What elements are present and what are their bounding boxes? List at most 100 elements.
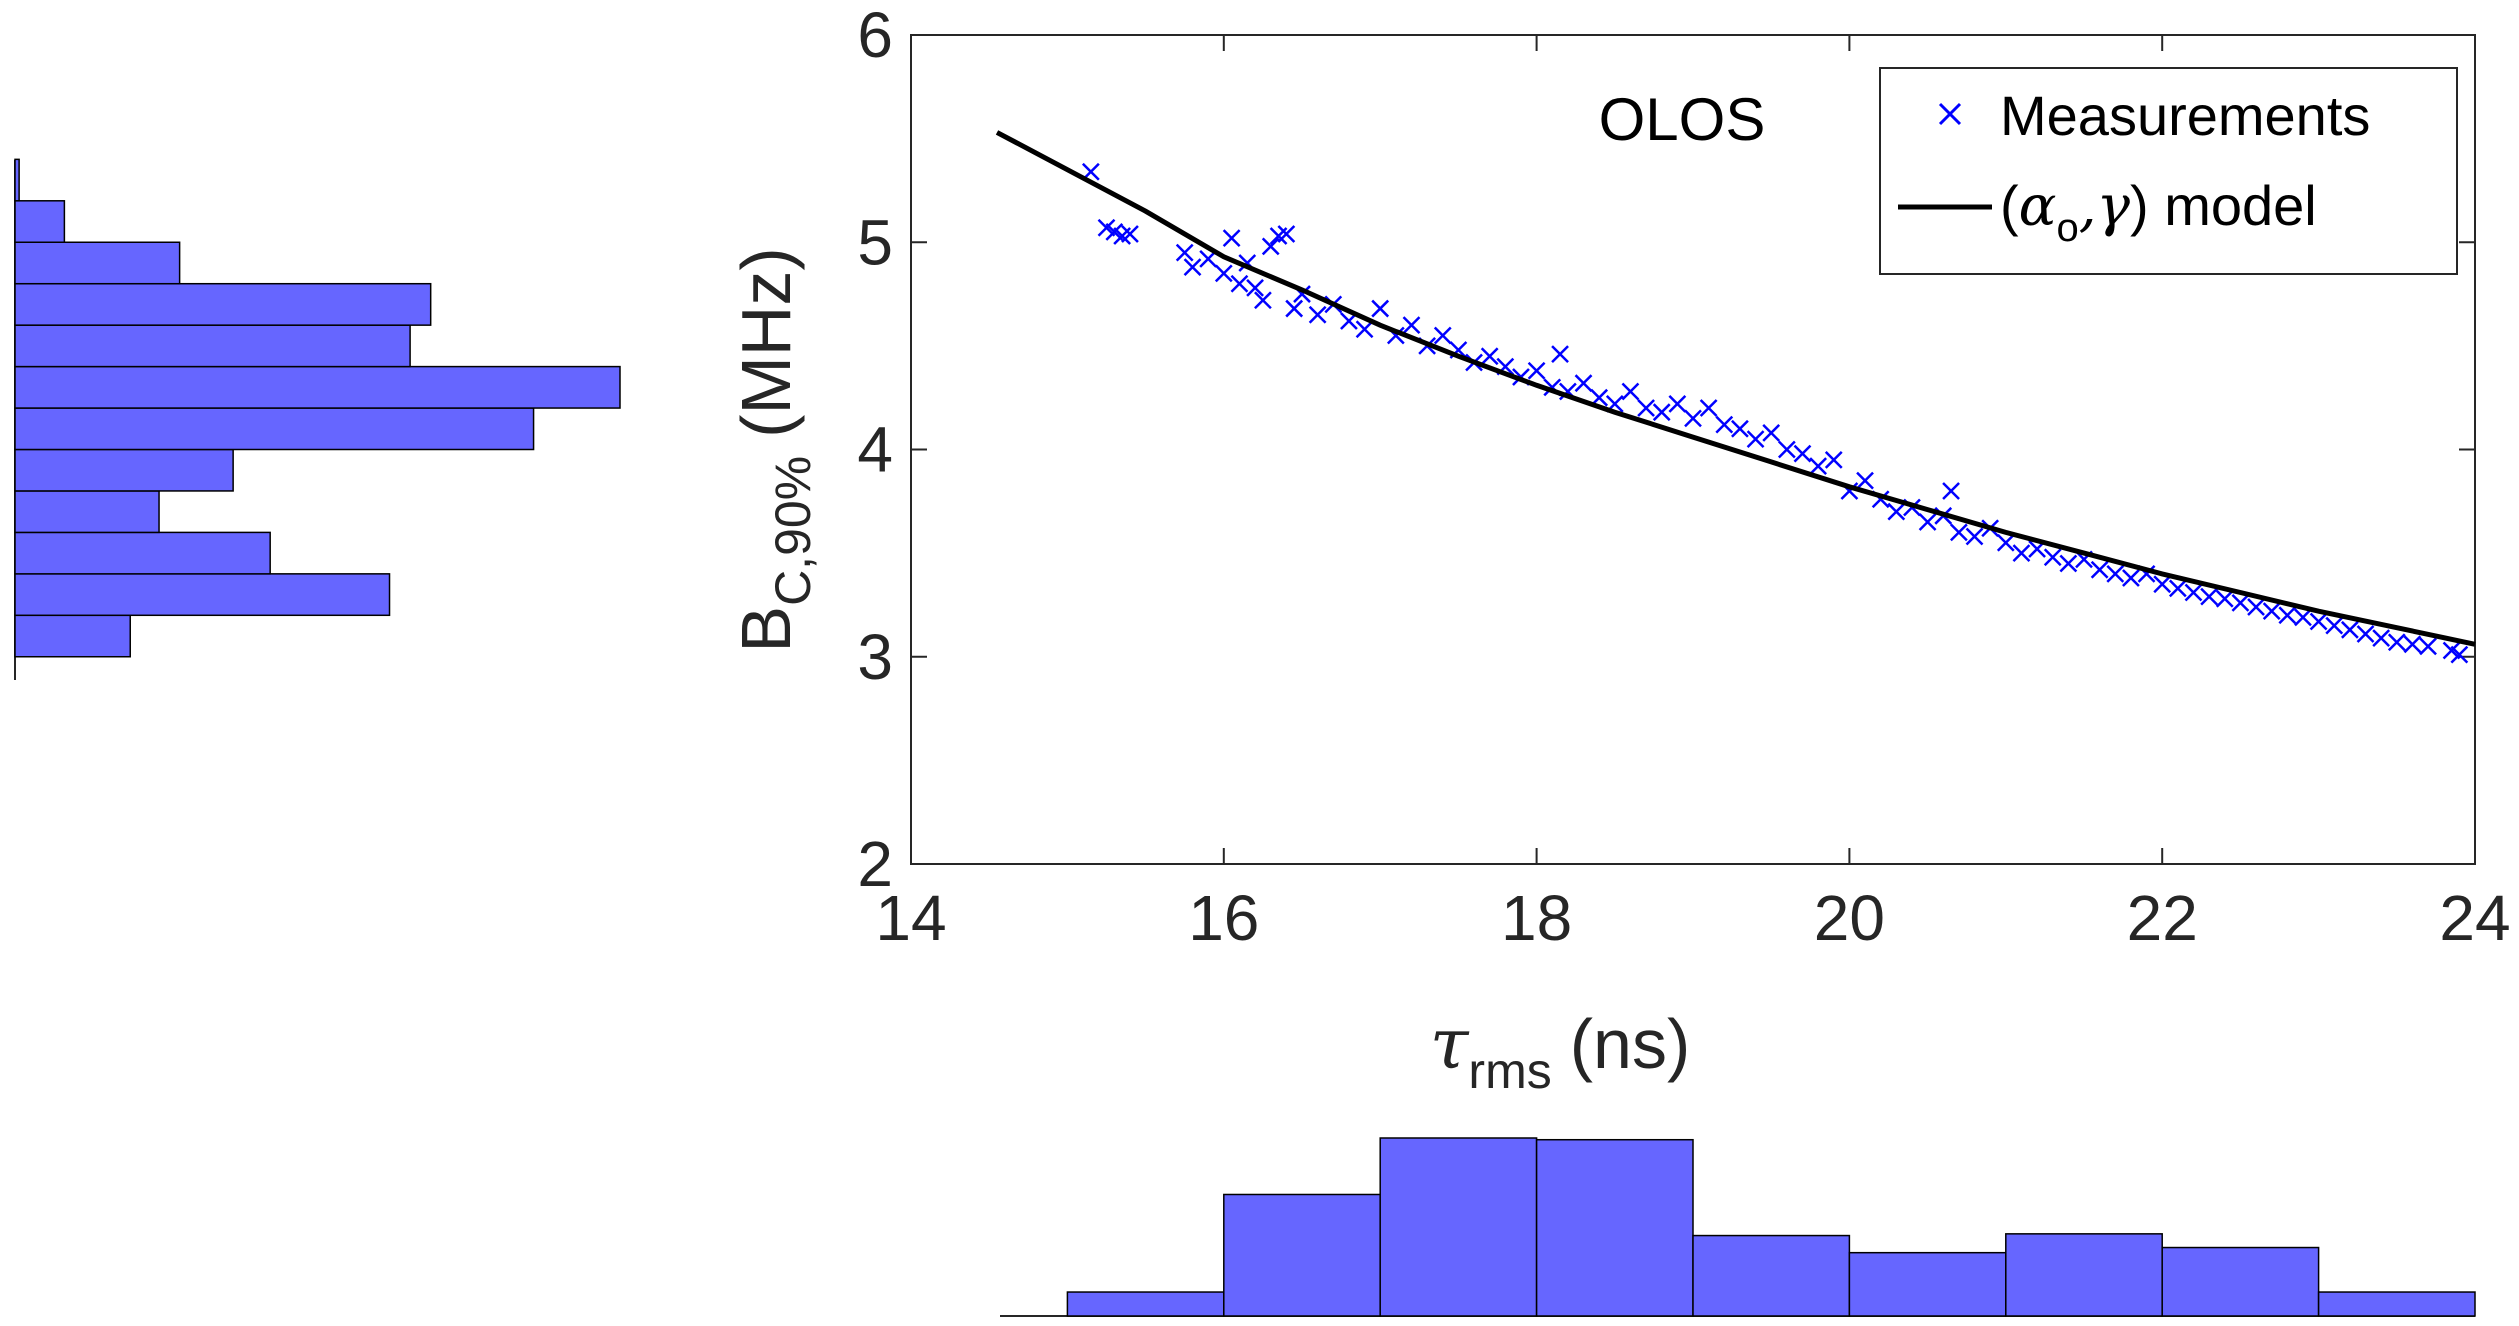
b-histogram-bar (14, 407, 535, 451)
x-tick-label: 16 (1188, 882, 1259, 954)
tau-histogram-bar (1692, 1234, 1851, 1317)
x-axis-title: τrms (ns) (1430, 1003, 1691, 1099)
measurement-marker (2231, 593, 2250, 612)
measurement-marker (1793, 444, 1812, 463)
tau-histogram-bar (2005, 1233, 2163, 1317)
measurement-marker (1762, 424, 1781, 442)
measurement-marker (1277, 225, 1296, 243)
legend-marker-measurements (1938, 102, 1962, 126)
scatter-plot: 14 16 18 20 22 24 2 3 4 5 6 OLOS Measurements (αo,… (727, 0, 2511, 1099)
legend: Measurements (αo,γ) model (1879, 67, 2458, 275)
measurement-marker (1214, 264, 1233, 283)
measurement-marker (2403, 635, 2422, 654)
tau-histogram-bar (1848, 1251, 2007, 1317)
y-tick-label: 2 (857, 828, 893, 900)
measurement-marker (2309, 612, 2328, 631)
b-histogram-bar (14, 158, 20, 202)
legend-box (1879, 67, 2458, 275)
measurement-marker (2012, 544, 2031, 563)
measurement-marker (2122, 569, 2140, 587)
b-histogram-bar (14, 448, 234, 492)
measurement-marker (1246, 278, 1264, 297)
measurement-marker (1949, 523, 1968, 542)
measurement-marker (1715, 415, 1734, 434)
y-tick-label: 3 (857, 621, 893, 693)
measurement-marker (1684, 409, 1702, 428)
measurement-marker (1942, 482, 1960, 500)
measurement-marker (1355, 320, 1374, 339)
tau-marginal-histogram (1000, 1137, 2476, 1317)
measurement-marker (1918, 513, 1937, 531)
measurement-marker (1887, 502, 1906, 521)
measurement-marker (2184, 583, 2203, 602)
measurement-marker (1308, 305, 1327, 324)
b-histogram-bar (14, 365, 621, 409)
measurement-marker (2325, 616, 2344, 635)
measurement-marker (2247, 598, 2265, 616)
measurement-marker (1480, 347, 1499, 366)
measurement-marker (1809, 457, 1828, 475)
b-histogram-bar (14, 614, 131, 658)
measurement-marker (1746, 430, 1765, 449)
tau-histogram-bar (1223, 1193, 1381, 1317)
legend-label-model: (αo,γ) model (2000, 174, 2317, 250)
measurement-marker (2340, 620, 2359, 639)
measurement-marker (2043, 548, 2062, 567)
measurement-marker (2356, 625, 2375, 643)
measurement-marker (1222, 229, 1241, 247)
x-tick-label: 24 (2439, 882, 2510, 954)
tau-histogram-bar (2161, 1246, 2320, 1317)
measurement-marker (1371, 299, 1390, 318)
measurement-marker (1183, 258, 1202, 277)
measurement-marker (1731, 419, 1749, 438)
measurement-marker (1621, 382, 1640, 401)
b-histogram-bar (14, 282, 432, 326)
measurement-marker (1699, 399, 1718, 417)
measurement-marker (1402, 316, 1421, 335)
measurement-marker (1996, 533, 2015, 552)
tau-histogram-bar (1379, 1137, 1538, 1317)
measurement-marker (2153, 575, 2172, 594)
model-curve (995, 130, 2476, 647)
measurement-marker (2106, 564, 2125, 583)
b-marginal-histogram (14, 158, 621, 680)
y-axis-title: BC,90%(MHz) (727, 247, 821, 652)
b-histogram-bar (14, 531, 271, 575)
measurement-marker (1175, 243, 1194, 262)
measurement-marker (2294, 608, 2312, 627)
measurement-marker (2278, 606, 2297, 625)
legend-label-measurements: Measurements (2000, 84, 2370, 147)
measurement-marker (1965, 527, 1984, 546)
tau-histogram-bar (1535, 1138, 1694, 1317)
measurement-marker (1527, 361, 1546, 380)
measurement-marker (1637, 399, 1655, 417)
x-tick-label: 18 (1501, 882, 1572, 954)
measurement-marker (1652, 403, 1671, 422)
olos-annotation: OLOS (1599, 86, 1766, 153)
measurement-marker (2450, 645, 2469, 664)
measurement-marker (2262, 602, 2281, 621)
measurement-marker (2372, 629, 2391, 647)
tau-histogram-bar (1066, 1291, 1225, 1317)
measurement-marker (1824, 450, 1843, 469)
measurement-marker (1285, 299, 1304, 318)
measurement-marker (2419, 637, 2437, 656)
measurement-marker (1261, 237, 1280, 256)
measurement-marker (1574, 374, 1593, 393)
b-histogram-bar (14, 324, 411, 368)
x-tick-label: 14 (875, 882, 946, 954)
measurement-marker (1668, 395, 1687, 413)
y-tick-label: 5 (857, 206, 893, 278)
measurement-marker (2215, 589, 2234, 608)
tau-histogram-bar (2317, 1291, 2476, 1317)
x-tick-label: 20 (1814, 882, 1885, 954)
measurement-marker (2200, 587, 2219, 606)
x-tick-label: 22 (2127, 882, 2198, 954)
measurement-marker (1121, 225, 1139, 243)
measurement-marker (1856, 471, 1874, 490)
axis-ticks: 14 16 18 20 22 24 2 3 4 5 6 (857, 0, 2510, 954)
measurement-markers (1081, 162, 2469, 664)
measurement-marker (1551, 345, 1569, 364)
b-histogram-bar (14, 200, 66, 244)
